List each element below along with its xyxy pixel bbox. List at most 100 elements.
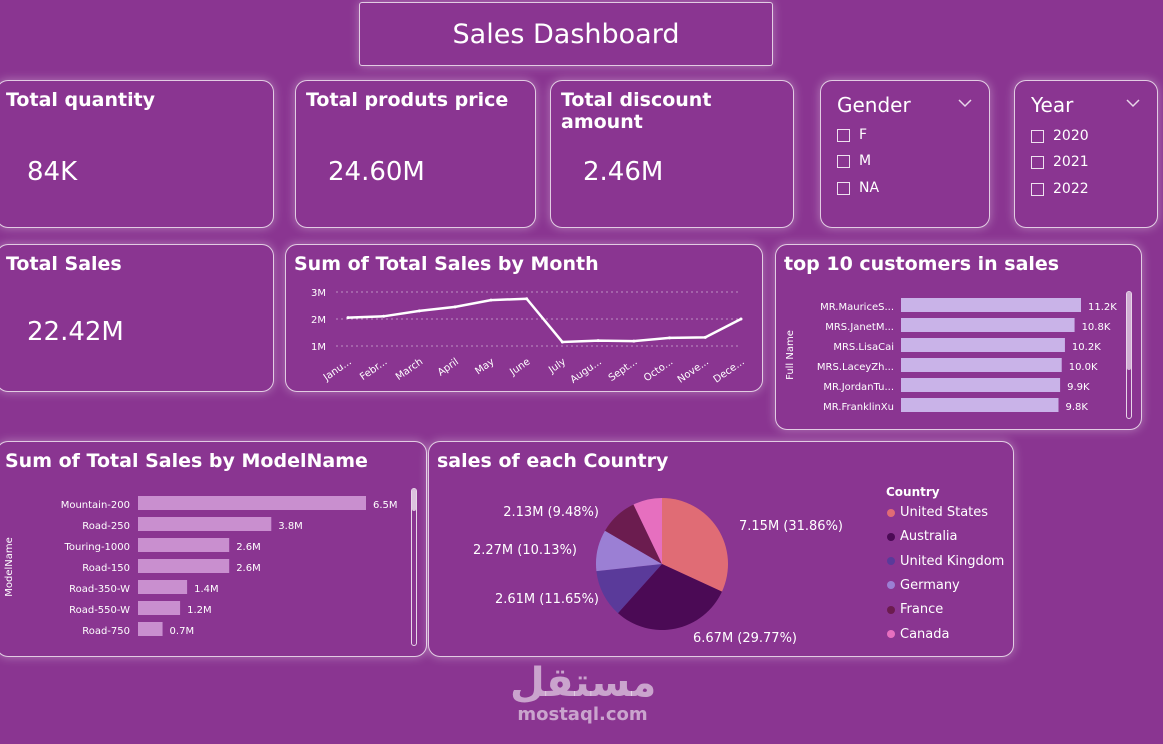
sales-by-model-title: Sum of Total Sales by ModelName — [5, 450, 368, 472]
kpi-total-quantity-value: 84K — [27, 157, 78, 187]
sales-by-model-scrollbar[interactable] — [411, 488, 417, 646]
bar[interactable] — [138, 580, 188, 594]
year-option-label: 2022 — [1053, 181, 1089, 197]
x-tick-label: Nove... — [676, 356, 711, 385]
bar[interactable] — [901, 398, 1059, 412]
pie-slice[interactable] — [596, 530, 662, 572]
year-slicer-title: Year — [1031, 93, 1074, 117]
pie-slice[interactable] — [596, 564, 662, 614]
line-point — [632, 339, 636, 343]
legend-item[interactable]: Germany — [887, 578, 960, 593]
scrollbar-thumb[interactable] — [412, 489, 416, 511]
legend-label: Australia — [900, 529, 958, 545]
kpi-total-quantity-label: Total quantity — [6, 89, 156, 111]
mostaql-watermark: مستقل mostaql.com — [510, 660, 657, 725]
x-tick-label: Febr... — [358, 356, 389, 382]
y-axis-title: Full Name — [785, 330, 796, 380]
year-option-label: 2020 — [1053, 128, 1089, 144]
pie-slice[interactable] — [633, 498, 662, 564]
bar[interactable] — [901, 358, 1062, 372]
kpi-total-sales-card: Total Sales 22.42M — [0, 244, 274, 392]
kpi-total-discount-card: Total discount amount 2.46M — [550, 80, 794, 228]
gender-option-label: NA — [859, 180, 880, 196]
checkbox-icon[interactable] — [837, 154, 850, 168]
category-label: MR.JordanTu... — [823, 382, 894, 393]
legend-label: Germany — [900, 577, 960, 593]
bar[interactable] — [138, 517, 272, 531]
data-label: 10.8K — [1082, 322, 1111, 333]
sales-by-month-chart: 3M 2M 1M Janu... Febr... March April May June Jul… — [311, 288, 747, 386]
gender-option-m[interactable]: M — [837, 153, 871, 169]
kpi-total-sales-label: Total Sales — [6, 253, 122, 275]
pie-slice[interactable] — [605, 504, 662, 564]
line-point — [382, 314, 386, 318]
line-point — [346, 316, 350, 320]
data-label: 9.8K — [1066, 402, 1089, 413]
y-axis-title: ModelName — [4, 537, 15, 597]
category-label: Road-150 — [82, 563, 130, 574]
sales-by-month-title: Sum of Total Sales by Month — [294, 253, 599, 275]
scrollbar-thumb[interactable] — [1127, 292, 1131, 370]
legend-item[interactable]: France — [887, 602, 943, 617]
pie-slice[interactable] — [662, 498, 728, 592]
legend-item[interactable]: Canada — [887, 627, 949, 642]
gender-option-na[interactable]: NA — [837, 180, 879, 196]
line-point — [489, 298, 493, 302]
bar[interactable] — [138, 601, 181, 615]
chevron-down-icon[interactable] — [957, 95, 973, 111]
sales-by-month-card: Sum of Total Sales by Month 3M 2M 1M Janu..… — [285, 244, 763, 392]
data-label: 2.6M — [236, 563, 261, 574]
category-label: Mountain-200 — [61, 500, 130, 511]
bar[interactable] — [138, 538, 230, 552]
legend-label: United Kingdom — [900, 553, 1005, 569]
data-label: 9.9K — [1067, 382, 1090, 393]
bar[interactable] — [901, 298, 1081, 312]
year-option-label: 2021 — [1053, 154, 1089, 170]
checkbox-icon[interactable] — [1031, 155, 1044, 169]
bar[interactable] — [138, 496, 366, 510]
gender-slicer-title: Gender — [837, 93, 911, 117]
checkbox-icon[interactable] — [837, 181, 850, 195]
checkbox-icon[interactable] — [1031, 182, 1044, 196]
kpi-total-sales-value: 22.42M — [27, 317, 124, 347]
bar[interactable] — [901, 338, 1065, 352]
gender-option-f[interactable]: F — [837, 127, 867, 143]
checkbox-icon[interactable] — [837, 128, 850, 142]
y-tick-label: 2M — [311, 315, 326, 326]
pie-slice[interactable] — [617, 564, 722, 630]
kpi-total-products-price-value: 24.60M — [328, 157, 425, 187]
sales-by-model-chart: Mountain-200 6.5M Road-250 3.8M Touring-1000… — [4, 496, 398, 637]
line-point — [596, 339, 600, 343]
legend-item[interactable]: United States — [887, 505, 988, 520]
pie-data-label: 2.13M (9.48%) — [503, 505, 599, 520]
checkbox-icon[interactable] — [1031, 129, 1044, 143]
data-label: 1.2M — [187, 605, 212, 616]
bar[interactable] — [901, 378, 1061, 392]
watermark-arabic: مستقل — [510, 660, 657, 706]
category-label: MRS.LisaCai — [833, 342, 894, 353]
year-option-2021[interactable]: 2021 — [1031, 154, 1089, 170]
year-option-2022[interactable]: 2022 — [1031, 181, 1089, 197]
bar[interactable] — [138, 622, 163, 636]
category-label: Touring-1000 — [64, 542, 131, 553]
kpi-total-products-price-label: Total produts price — [306, 89, 509, 111]
chevron-down-icon[interactable] — [1125, 95, 1141, 111]
top-customers-scrollbar[interactable] — [1126, 291, 1132, 419]
legend-item[interactable]: Australia — [887, 529, 958, 544]
category-label: Road-550-W — [69, 605, 130, 616]
legend-marker — [887, 557, 895, 566]
legend-label: France — [900, 602, 944, 618]
data-label: 6.5M — [373, 500, 398, 511]
data-label: 11.2K — [1088, 302, 1117, 313]
bar[interactable] — [138, 559, 230, 573]
line-point — [525, 297, 529, 301]
line-point — [739, 317, 743, 321]
x-tick-label: June — [507, 356, 532, 378]
pie-data-label: 2.61M (11.65%) — [495, 592, 599, 607]
x-tick-label: Janu... — [321, 356, 354, 384]
category-label: MRS.LaceyZh... — [817, 362, 894, 373]
line-point — [703, 335, 707, 339]
legend-item[interactable]: United Kingdom — [887, 554, 1004, 569]
bar[interactable] — [901, 318, 1075, 332]
year-option-2020[interactable]: 2020 — [1031, 128, 1089, 144]
